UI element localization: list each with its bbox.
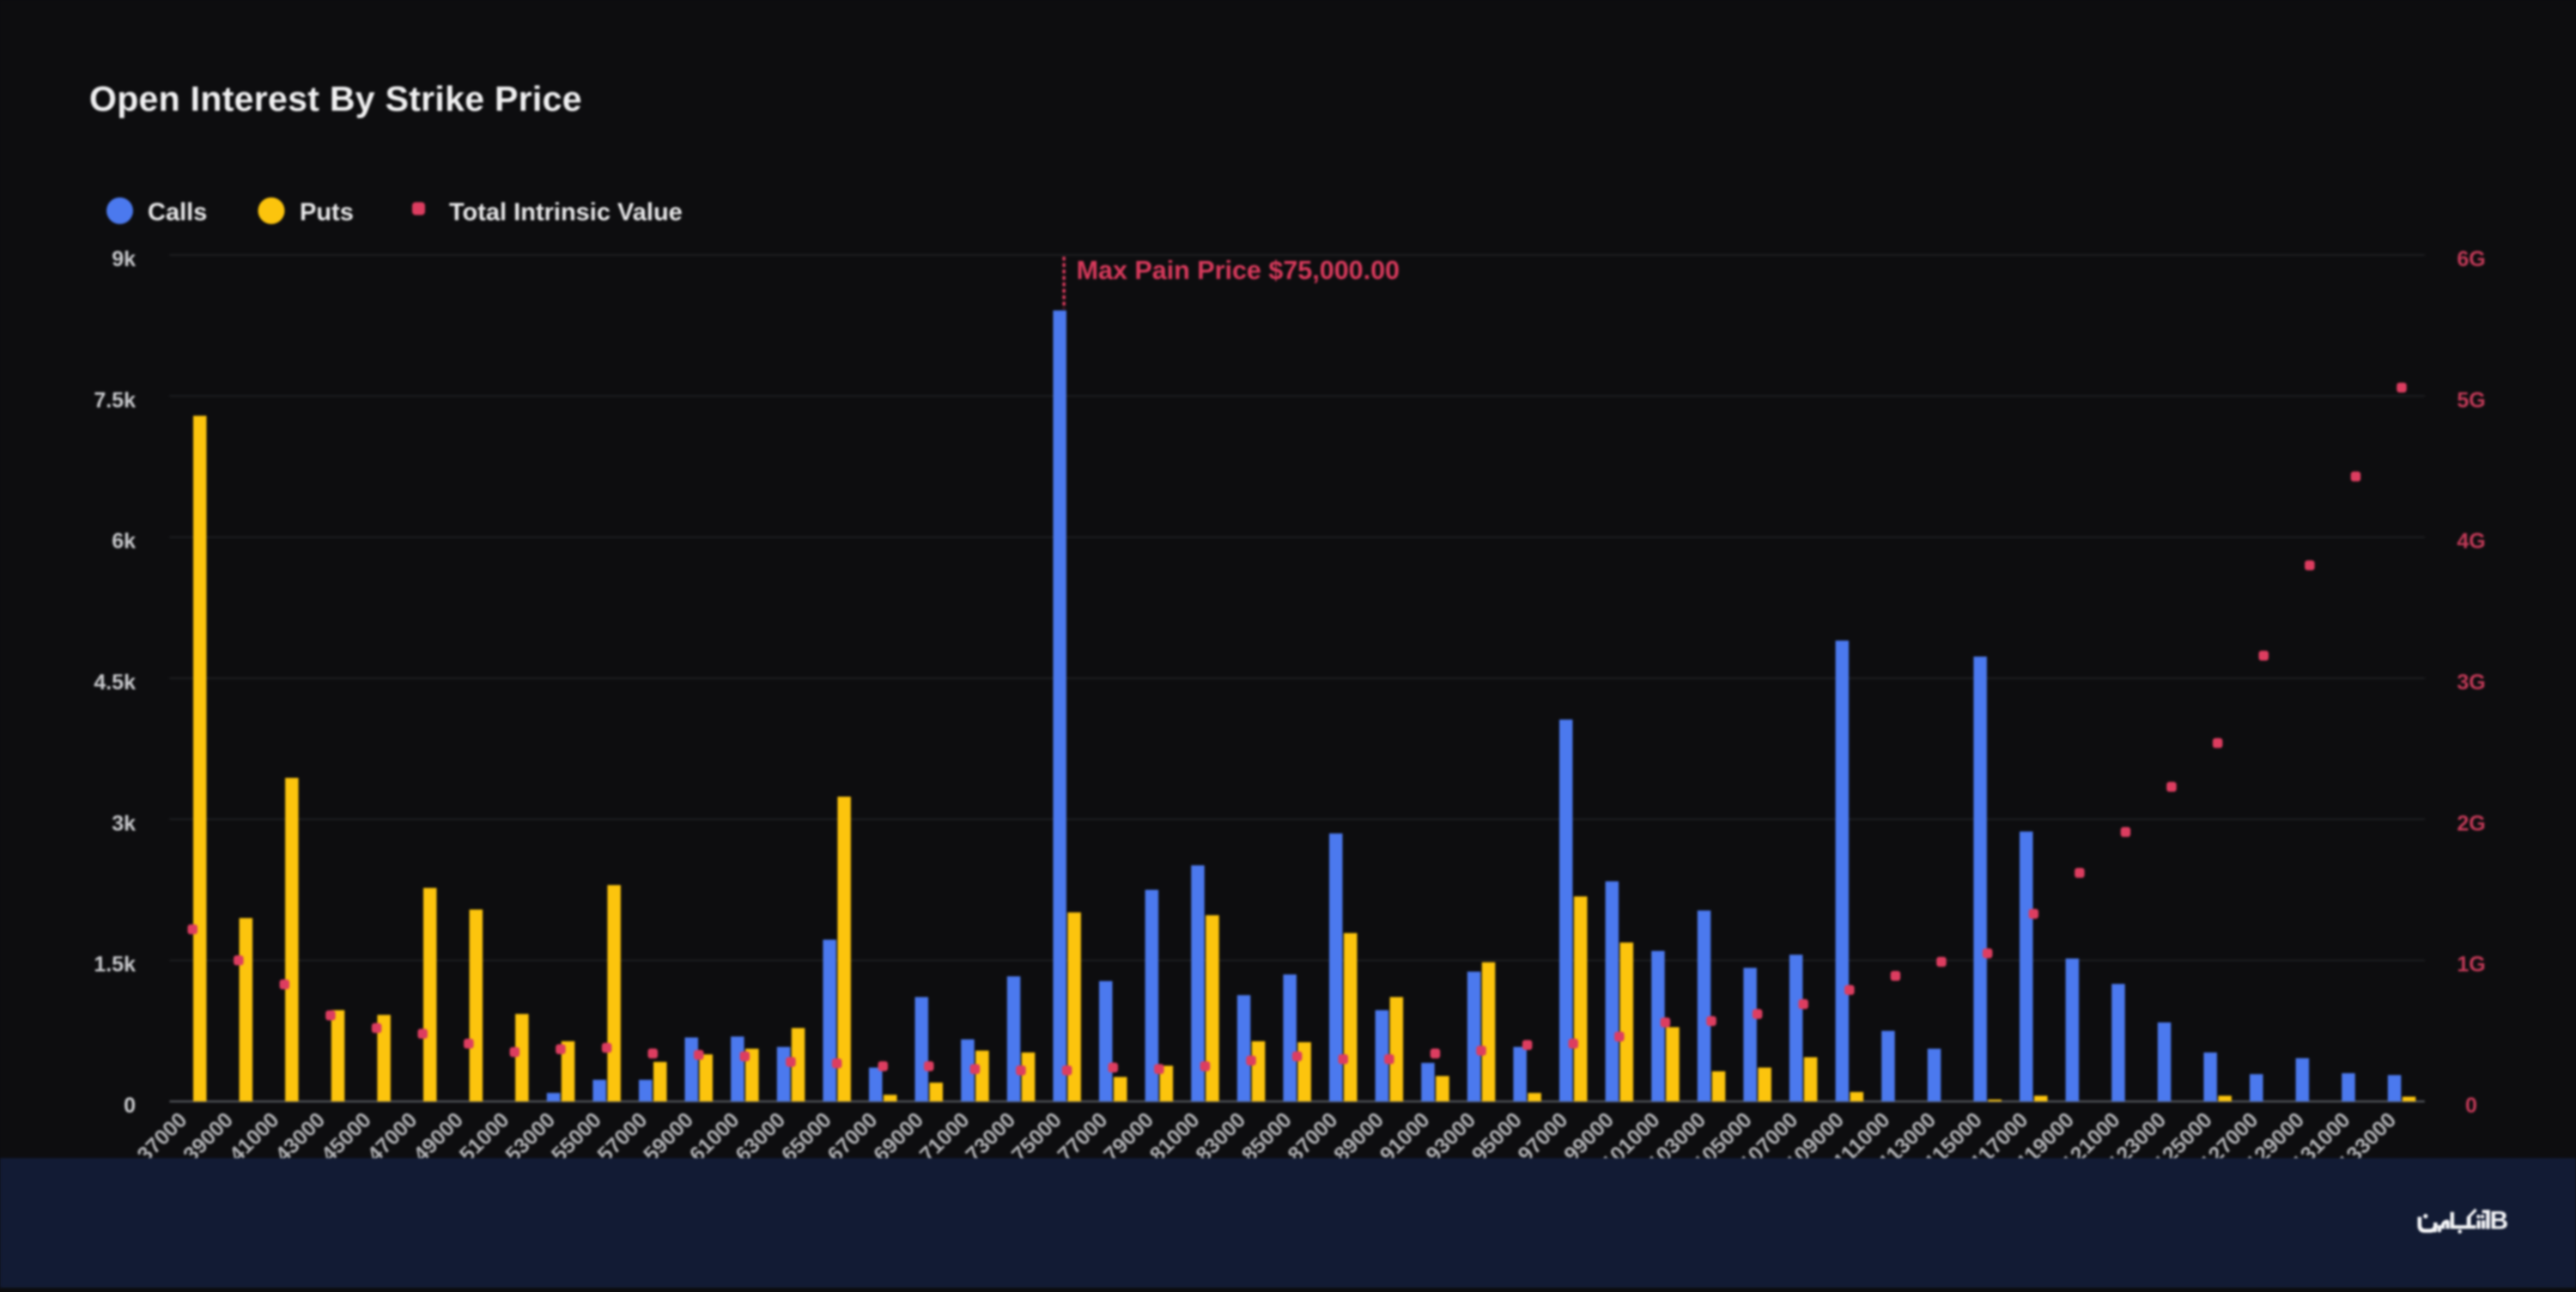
svg-text:B: B (2490, 1207, 2509, 1235)
svg-text:4.5k: 4.5k (94, 670, 136, 695)
svg-text:5G: 5G (2457, 388, 2485, 412)
svg-text:4G: 4G (2457, 530, 2485, 554)
svg-text:Open Interest By Strike Price: Open Interest By Strike Price (89, 79, 582, 118)
svg-text:6G: 6G (2457, 247, 2485, 271)
svg-text:1.5k: 1.5k (94, 953, 136, 977)
svg-text:Calls: Calls (148, 199, 207, 227)
svg-text:6k: 6k (112, 530, 136, 554)
svg-text:0: 0 (2465, 1094, 2477, 1118)
svg-text:0: 0 (124, 1094, 136, 1118)
svg-text:Total Intrinsic Value: Total Intrinsic Value (449, 199, 683, 227)
svg-text:Max Pain Price $75,000.00: Max Pain Price $75,000.00 (1077, 256, 1400, 285)
svg-text:3G: 3G (2457, 670, 2485, 695)
svg-text:3k: 3k (112, 811, 136, 835)
svg-text:Puts: Puts (300, 199, 354, 227)
svg-text:1G: 1G (2457, 953, 2485, 977)
svg-text:9k: 9k (112, 247, 136, 271)
svg-text:2G: 2G (2457, 811, 2485, 835)
svg-text:7.5k: 7.5k (94, 388, 136, 412)
